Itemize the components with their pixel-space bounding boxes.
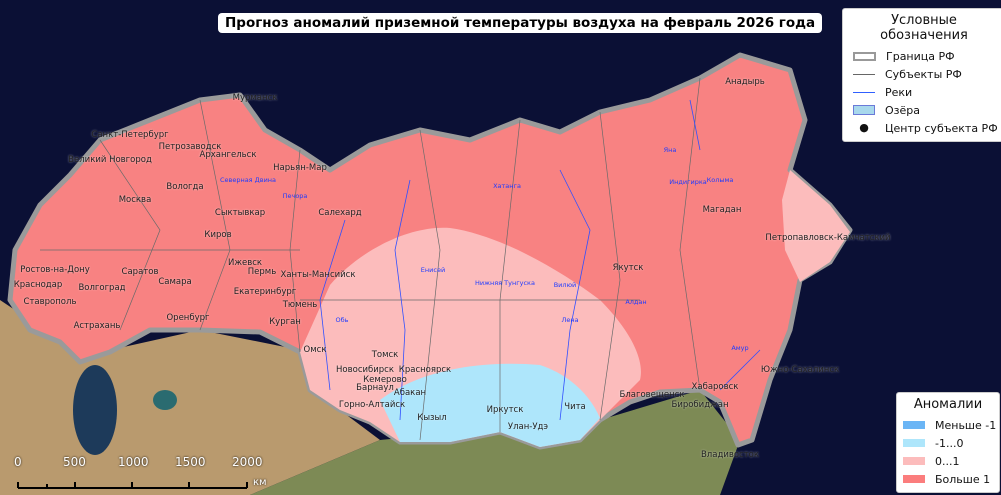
city-label: Благовещенск <box>619 390 685 400</box>
city-label: Абакан <box>393 388 427 398</box>
city-label: Ростов-на-Дону <box>20 265 90 275</box>
legend-item-center: ● Центр субъекта РФ <box>859 121 998 135</box>
city-label: Ижевск <box>227 258 263 268</box>
city-label: Вологда <box>166 182 204 192</box>
river-label: Северная Двина <box>219 176 277 184</box>
city-label: Анадырь <box>725 77 765 87</box>
city-label: Магадан <box>702 205 742 215</box>
city-label: Южно-Сахалинск <box>760 365 840 375</box>
scale-tick: 500 <box>63 455 86 469</box>
city-label: Санкт-Петербург <box>91 130 169 140</box>
city-label: Биробиджан <box>671 400 729 410</box>
legend-anomaly: Аномалии Меньше -1 -1...0 0...1 Больше 1 <box>896 392 1000 493</box>
city-label: Улан-Удэ <box>507 422 549 432</box>
legend-anomaly-item: -1...0 <box>899 434 997 452</box>
legend-item-border: Граница РФ <box>849 47 999 65</box>
rivers-lines <box>319 99 761 421</box>
kamchatka <box>782 170 850 282</box>
city-label: Екатеринбург <box>233 287 297 297</box>
city-label: Курган <box>269 317 301 327</box>
city-label: Петрозаводск <box>158 142 222 152</box>
city-label: Иркутск <box>486 405 524 415</box>
river-label: Енисей <box>420 266 446 274</box>
city-label: Москва <box>118 195 152 205</box>
river-label: Обь <box>335 316 349 324</box>
river-label: Алдан <box>625 298 647 306</box>
legend-item-rivers: Реки <box>849 83 999 101</box>
city-label: Чита <box>564 402 586 412</box>
city-label: Красноярск <box>398 365 452 375</box>
river-label: Вилюй <box>553 281 577 289</box>
map-title: Прогноз аномалий приземной температуры в… <box>218 13 823 33</box>
river-label: Хатанга <box>493 182 521 190</box>
caspian-sea <box>73 365 117 455</box>
river-label: Лена <box>561 316 579 324</box>
river-label: Колыма <box>706 176 734 184</box>
legend-item-lakes: Озёра <box>849 101 999 119</box>
city-label: Саратов <box>121 267 159 277</box>
scale-bar <box>17 482 248 489</box>
city-label: Якутск <box>612 263 644 273</box>
city-label: Нарьян-Мар <box>273 163 327 173</box>
city-label: Барнаул <box>356 383 394 393</box>
city-label: Волгоград <box>78 283 126 293</box>
city-label: Горно-Алтайск <box>338 400 406 410</box>
river-label: Амур <box>731 344 749 352</box>
city-label: Тюмень <box>282 300 318 310</box>
land-china <box>250 390 740 495</box>
city-label: Самара <box>158 277 192 287</box>
city-label: Архангельск <box>199 150 257 160</box>
city-label: Великий Новгород <box>68 155 152 165</box>
river-label: Нижняя Тунгуска <box>475 279 535 287</box>
city-label: Астрахань <box>73 321 121 331</box>
legend-main-title: Условные обозначения <box>880 13 968 43</box>
scale-tick: 2000 <box>232 455 263 469</box>
legend-anomaly-item: 0...1 <box>899 452 997 470</box>
legend-main: Условные обозначения Граница РФ Субъекты… <box>842 8 1001 142</box>
legend-item-subjects: Субъекты РФ <box>849 65 999 83</box>
subject-borders <box>40 77 701 441</box>
city-label: Киров <box>204 230 232 240</box>
city-label: Владивосток <box>700 450 760 460</box>
city-label: Новосибирск <box>336 365 394 375</box>
aral-sea <box>153 390 177 410</box>
city-label: Сыктывкар <box>214 208 266 218</box>
city-label: Мурманск <box>232 93 278 103</box>
city-label: Оренбург <box>166 313 210 323</box>
legend-anomaly-title: Аномалии <box>913 397 983 412</box>
city-label: Омск <box>303 345 327 355</box>
legend-anomaly-item: Больше 1 <box>899 470 997 488</box>
city-label: Хабаровск <box>691 382 739 392</box>
city-label: Петропавловск-Камчатский <box>765 233 891 243</box>
city-label: Томск <box>371 350 399 360</box>
city-label: Пермь <box>247 267 277 277</box>
river-label: Индигирка <box>669 178 707 186</box>
scale-tick: 0 <box>14 455 22 469</box>
legend-anomaly-item: Меньше -1 <box>899 416 997 434</box>
scale-tick: 1000 <box>118 455 149 469</box>
city-label: Кемерово <box>363 375 407 385</box>
city-label: Краснодар <box>13 280 63 290</box>
river-label: Печора <box>282 192 308 200</box>
scale-tick: 1500 <box>175 455 206 469</box>
city-label: Ставрополь <box>23 297 77 307</box>
city-label: Салехард <box>318 208 362 218</box>
city-label: Кызыл <box>417 413 447 423</box>
anomaly-zone-minus1-0 <box>380 363 600 447</box>
city-label: Ханты-Мансийск <box>280 270 356 280</box>
scale-unit: км <box>253 477 267 488</box>
river-label: Яна <box>663 146 677 154</box>
